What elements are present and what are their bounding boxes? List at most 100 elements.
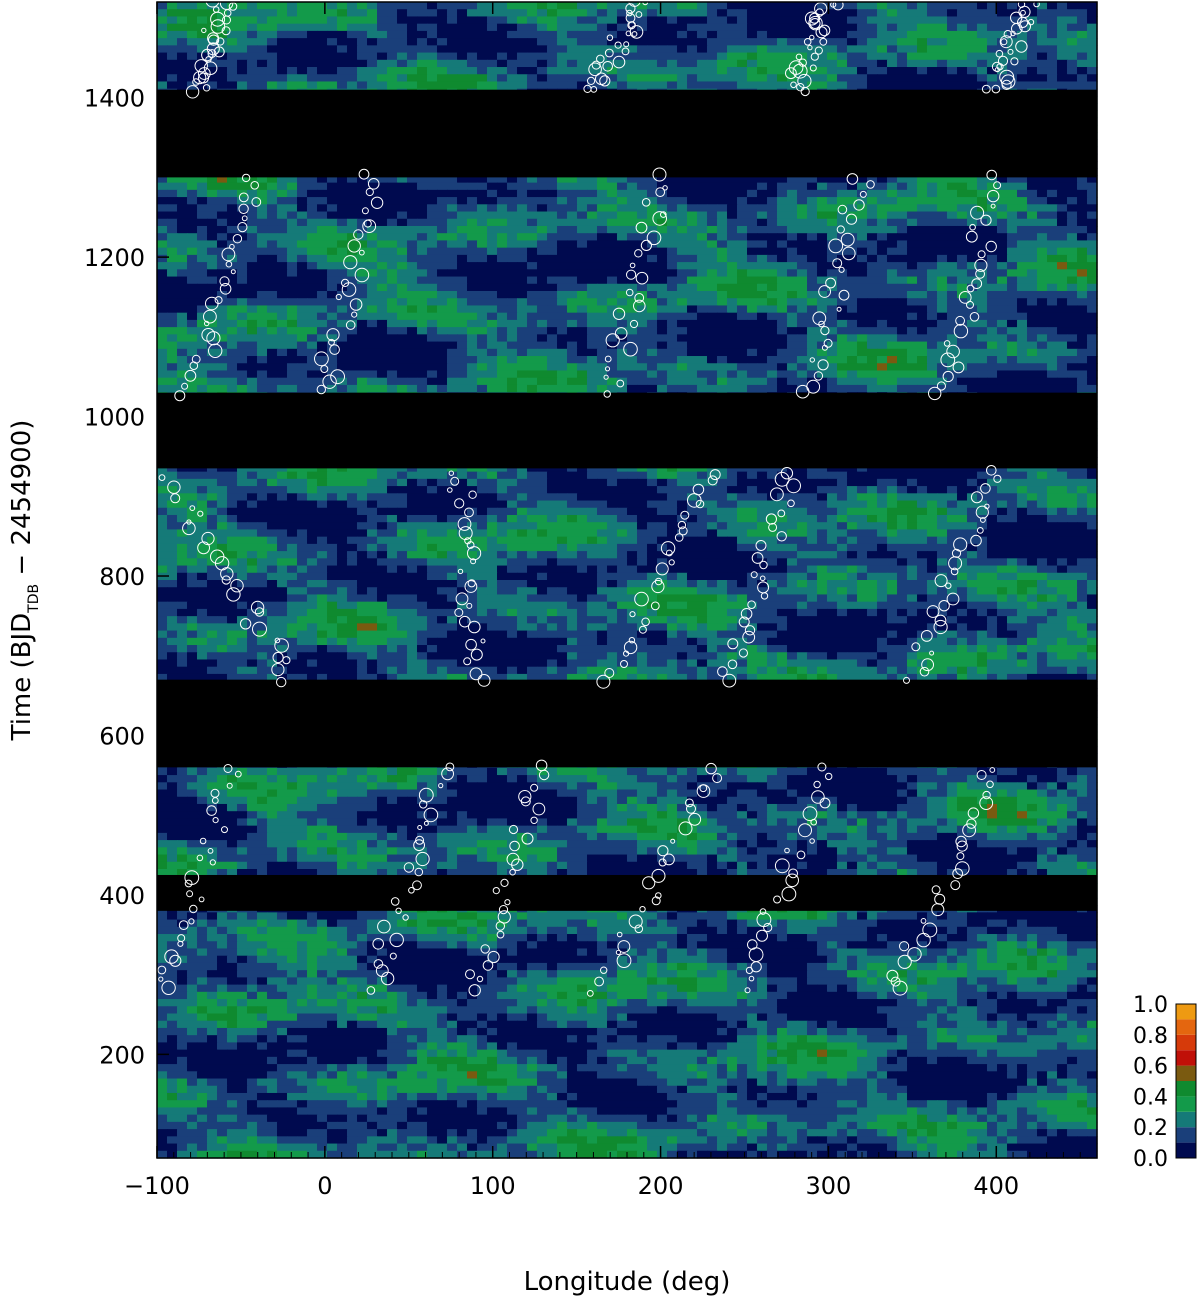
contour-cell <box>897 283 908 292</box>
contour-cell <box>337 334 348 343</box>
contour-cell <box>667 218 678 227</box>
contour-cell <box>297 211 308 220</box>
contour-cell <box>887 262 898 270</box>
contour-cell <box>1047 276 1058 285</box>
contour-cell <box>187 182 198 191</box>
contour-cell <box>317 74 328 83</box>
contour-cell <box>237 334 248 343</box>
contour-cell <box>787 254 798 263</box>
contour-cell <box>1017 175 1028 184</box>
contour-cell <box>467 225 478 234</box>
contour-cell <box>747 298 758 307</box>
contour-cell <box>897 59 908 68</box>
contour-cell <box>447 348 458 357</box>
contour-cell <box>837 283 848 292</box>
contour-cell <box>967 52 978 61</box>
contour-cell <box>237 247 248 256</box>
contour-cell <box>347 348 358 357</box>
contour-cell <box>397 16 408 25</box>
contour-cell <box>317 211 328 220</box>
contour-cell <box>497 276 508 285</box>
contour-cell <box>667 233 678 242</box>
contour-cell <box>227 233 238 242</box>
contour-cell <box>627 175 638 184</box>
contour-cell <box>397 348 408 357</box>
contour-cell <box>857 370 868 379</box>
contour-cell <box>497 356 508 364</box>
contour-cell <box>377 38 388 46</box>
contour-cell <box>797 262 808 270</box>
contour-cell <box>757 175 768 184</box>
contour-cell <box>997 377 1008 386</box>
contour-cell <box>437 262 448 270</box>
contour-cell <box>267 16 278 25</box>
contour-cell <box>507 233 518 242</box>
contour-cell <box>347 175 358 184</box>
contour-cell <box>617 276 628 285</box>
contour-cell <box>467 356 478 364</box>
contour-cell <box>917 30 928 39</box>
contour-cell <box>937 30 948 39</box>
contour-cell <box>627 298 638 307</box>
contour-cell <box>627 182 638 191</box>
contour-cell <box>1047 211 1058 220</box>
contour-cell <box>537 334 548 343</box>
contour-cell <box>327 254 338 263</box>
contour-cell <box>177 52 188 61</box>
contour-cell <box>947 327 958 335</box>
contour-cell <box>347 341 358 350</box>
contour-cell <box>1047 312 1058 321</box>
contour-cell <box>827 218 838 227</box>
contour-cell <box>337 319 348 328</box>
contour-cell <box>947 197 958 205</box>
contour-cell <box>547 23 558 32</box>
contour-cell <box>767 38 778 46</box>
contour-cell <box>277 370 288 379</box>
contour-cell <box>1087 74 1098 83</box>
contour-cell <box>457 334 468 343</box>
contour-cell <box>417 45 428 54</box>
contour-cell <box>657 52 668 61</box>
contour-cell <box>737 240 748 249</box>
contour-cell <box>317 59 328 68</box>
contour-cell <box>547 175 558 184</box>
contour-cell <box>417 2 428 10</box>
contour-cell <box>587 240 598 249</box>
contour-cell <box>927 327 938 335</box>
contour-cell <box>617 283 628 292</box>
contour-cell <box>627 218 638 227</box>
contour-cell <box>897 189 908 198</box>
contour-cell <box>287 327 298 335</box>
contour-cell <box>757 38 768 46</box>
contour-cell <box>1037 175 1048 184</box>
contour-cell <box>1027 74 1038 83</box>
contour-cell <box>797 9 808 18</box>
contour-cell <box>567 327 578 335</box>
contour-cell <box>687 291 698 299</box>
contour-cell <box>1017 262 1028 270</box>
contour-cell <box>607 2 618 10</box>
contour-cell <box>967 370 978 379</box>
contour-cell <box>1087 16 1098 25</box>
contour-cell <box>327 23 338 32</box>
contour-cell <box>647 9 658 18</box>
contour-cell <box>747 233 758 242</box>
contour-cell <box>227 363 238 372</box>
contour-cell <box>817 189 828 198</box>
contour-cell <box>847 211 858 220</box>
contour-cell <box>867 334 878 343</box>
contour-cell <box>407 377 418 386</box>
contour-cell <box>497 254 508 263</box>
contour-cell <box>407 305 418 314</box>
contour-cell <box>337 269 348 278</box>
contour-cell <box>907 175 918 184</box>
contour-cell <box>177 16 188 25</box>
contour-cell <box>487 269 498 278</box>
contour-cell <box>537 370 548 379</box>
contour-cell <box>207 269 218 278</box>
contour-cell <box>637 269 648 278</box>
contour-cell <box>907 211 918 220</box>
contour-cell <box>287 269 298 278</box>
contour-cell <box>1077 204 1088 213</box>
contour-cell <box>537 67 548 75</box>
